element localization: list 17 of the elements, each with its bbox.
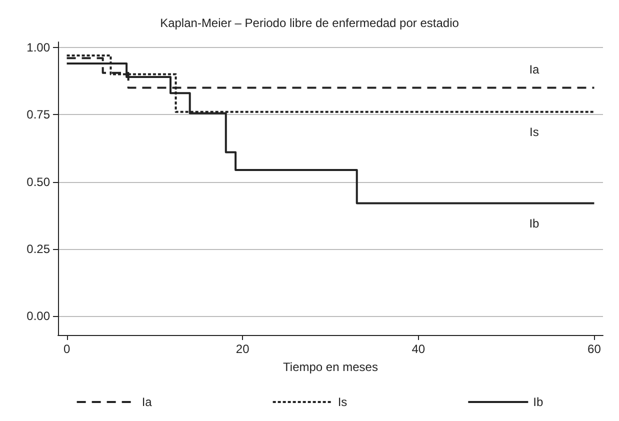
y-tick-label: 0.00 — [26, 309, 50, 324]
legend-label: Ib — [533, 395, 544, 409]
y-tick-label: 0.75 — [26, 108, 50, 122]
annotation: Is — [530, 124, 539, 139]
legend-label: Is — [338, 395, 348, 409]
x-tick-label: 20 — [236, 342, 250, 356]
legend-label: Ia — [142, 395, 152, 409]
x-tick-label: 40 — [412, 342, 426, 356]
annotation: Ib — [529, 216, 540, 230]
y-tick-label: 0.25 — [26, 242, 50, 256]
x-tick-label: 0 — [63, 342, 70, 356]
annotation: Ia — [529, 62, 540, 77]
x-axis-title: Tiempo en meses — [283, 360, 378, 374]
chart-title: Kaplan-Meier – Periodo libre de enfermedad por estadio — [160, 16, 460, 30]
y-tick-label: 0.50 — [26, 174, 50, 189]
y-tick-label: 1.00 — [26, 40, 50, 54]
x-tick-label: 60 — [588, 342, 602, 356]
